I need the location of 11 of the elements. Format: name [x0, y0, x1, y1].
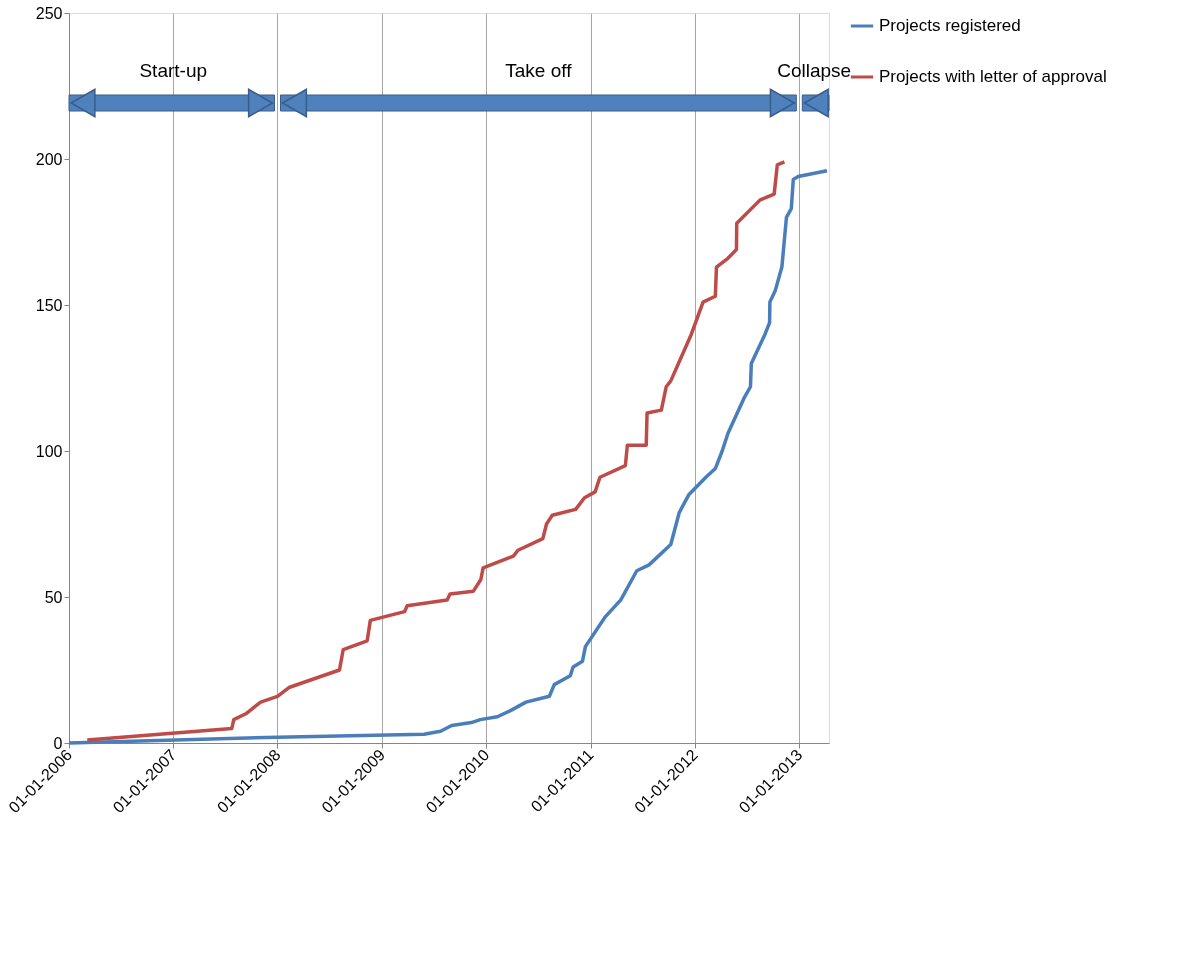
- y-tick-label: 50: [44, 588, 63, 606]
- legend-label: Projects registered: [879, 16, 1021, 35]
- annotation: Take off: [505, 60, 573, 81]
- y-tick-label: 100: [35, 442, 63, 460]
- y-tick-label: 250: [35, 4, 63, 22]
- y-tick-label: 0: [53, 734, 63, 752]
- legend-label: Projects with letter of approval: [879, 67, 1107, 86]
- y-tick-label: 150: [35, 296, 63, 314]
- y-tick-label: 200: [35, 150, 63, 168]
- annotation: Collapse: [777, 60, 852, 81]
- annotation: Start-up: [139, 60, 208, 81]
